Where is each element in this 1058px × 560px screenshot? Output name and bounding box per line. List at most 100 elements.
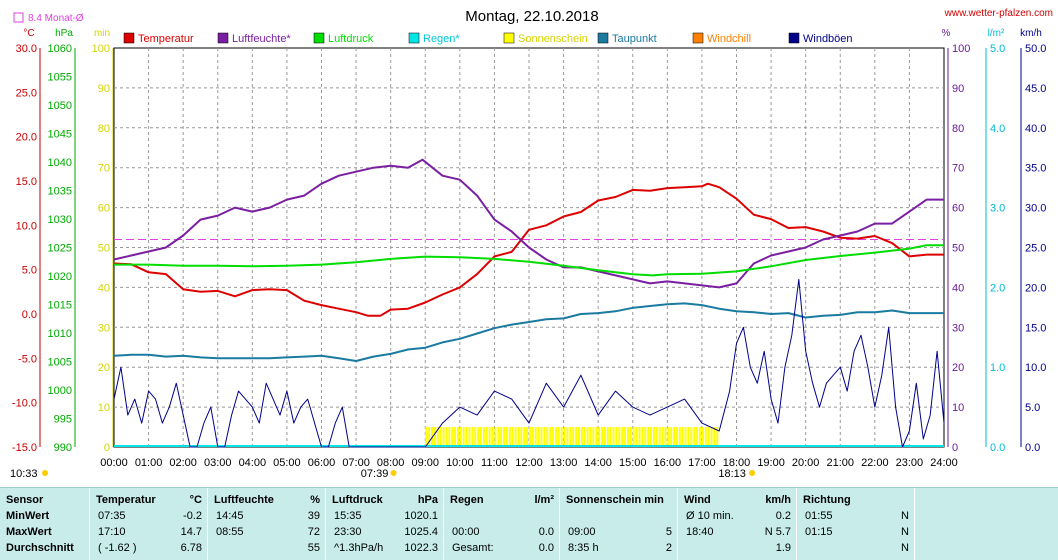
stats-column: Regen l/m² 00:00 Gesamt: 0.0 0.0 bbox=[444, 488, 560, 560]
x-tick-label: 14:00 bbox=[584, 457, 612, 469]
legend-swatch-dewpoint bbox=[597, 32, 609, 44]
stats-time: 09:00 bbox=[568, 526, 596, 538]
y-tick-label-sun: 10 bbox=[98, 402, 110, 414]
y-tick-label-rain: 2.0 bbox=[990, 282, 1005, 294]
sunshine-bar bbox=[713, 427, 716, 447]
y-tick-label-pressure: 1005 bbox=[48, 357, 72, 369]
legend-label-windchill: Windchill bbox=[707, 33, 751, 45]
stats-time: 08:55 bbox=[216, 526, 244, 538]
series-line-temperature bbox=[113, 182, 944, 317]
y-tick-label-wind: 25.0 bbox=[1025, 243, 1046, 255]
x-tick-label: 02:00 bbox=[169, 457, 197, 469]
sunshine-bar bbox=[540, 427, 543, 447]
y-axis-unit-temp: °C bbox=[23, 28, 34, 39]
sunshine-bar bbox=[465, 427, 468, 447]
sunshine-bar bbox=[557, 427, 560, 447]
stats-value: 6.78 bbox=[180, 542, 202, 554]
y-tick-label-humidity: 80 bbox=[952, 123, 964, 135]
sunshine-bar bbox=[508, 427, 511, 447]
y-tick-label-humidity: 10 bbox=[952, 402, 964, 414]
stats-time: 01:15 bbox=[805, 526, 833, 538]
y-tick-label-rain: 3.0 bbox=[990, 203, 1005, 215]
stats-header: Regen bbox=[450, 494, 484, 506]
stats-unit: km/h bbox=[765, 494, 791, 506]
stats-value: 55 bbox=[307, 542, 320, 554]
stats-time: 07:35 bbox=[98, 510, 126, 522]
x-tick-label: 09:00 bbox=[411, 457, 439, 469]
sunshine-bar bbox=[520, 427, 523, 447]
y-tick-label-pressure: 1015 bbox=[48, 300, 72, 312]
stats-header: Luftfeuchte bbox=[214, 494, 274, 506]
y-tick-label-wind: 15.0 bbox=[1025, 322, 1046, 334]
x-tick-label: 20:00 bbox=[792, 457, 820, 469]
sunshine-bar bbox=[612, 427, 615, 447]
legend-label-dewpoint: Taupunkt bbox=[612, 33, 657, 45]
sunshine-bar bbox=[626, 427, 629, 447]
series-line-dewpoint bbox=[113, 302, 944, 362]
sunshine-bar bbox=[439, 427, 442, 447]
legend-swatch-gusts bbox=[788, 32, 800, 44]
stats-time: 23:30 bbox=[334, 526, 362, 538]
sunshine-bar bbox=[491, 427, 494, 447]
x-tick-label: 13:00 bbox=[550, 457, 578, 469]
y-tick-label-humidity: 20 bbox=[952, 362, 964, 374]
sunshine-bar bbox=[624, 427, 627, 447]
stats-time: 14:45 bbox=[216, 510, 244, 522]
sunshine-bar bbox=[629, 427, 632, 447]
statistics-table: Sensor MinWert MaxWert Durchschnitt Temperat… bbox=[0, 487, 1058, 560]
weather-chart: Montag, 22.10.2018 www.wetter-pfalzen.co… bbox=[10, 8, 1053, 480]
y-tick-label-rain: 5.0 bbox=[990, 43, 1005, 55]
y-tick-label-temp: 5.0 bbox=[22, 265, 37, 277]
y-axis-unit-wind: km/h bbox=[1020, 28, 1042, 39]
legend-label-humidity: Luftfeuchte* bbox=[232, 33, 291, 45]
stats-value: 1025.4 bbox=[404, 526, 438, 538]
y-tick-label-wind: 40.0 bbox=[1025, 123, 1046, 135]
stats-column: Sonnenschein min 09:00 8:35 h 5 2 bbox=[560, 488, 678, 560]
stats-header: Luftdruck bbox=[332, 494, 383, 506]
x-tick-label: 10:00 bbox=[446, 457, 474, 469]
stats-header: Richtung bbox=[803, 494, 851, 506]
stats-value: 1022.3 bbox=[404, 542, 438, 554]
sunshine-bar bbox=[577, 427, 580, 447]
y-axis-unit-humidity: % bbox=[942, 28, 951, 39]
y-tick-label-sun: 0 bbox=[104, 442, 110, 454]
y-tick-label-wind: 10.0 bbox=[1025, 362, 1046, 374]
sunshine-bar bbox=[566, 427, 569, 447]
stats-time: 8:35 h bbox=[568, 542, 599, 554]
y-tick-label-humidity: 60 bbox=[952, 203, 964, 215]
x-tick-label: 19:00 bbox=[757, 457, 785, 469]
x-tick-label: 04:00 bbox=[239, 457, 267, 469]
sunshine-bar bbox=[569, 427, 572, 447]
stats-time: Gesamt: bbox=[452, 542, 494, 554]
chart-title: Montag, 22.10.2018 bbox=[465, 8, 598, 25]
x-tick-label: 18:00 bbox=[723, 457, 751, 469]
legend-label-pressure: Luftdruck bbox=[328, 33, 374, 45]
sunshine-bar bbox=[693, 427, 696, 447]
stats-time: 00:00 bbox=[452, 526, 480, 538]
legend-label-gusts: Windböen bbox=[803, 33, 853, 45]
x-tick-label: 17:00 bbox=[688, 457, 716, 469]
stats-value: 72 bbox=[307, 526, 320, 538]
y-tick-label-wind: 35.0 bbox=[1025, 163, 1046, 175]
sunshine-bar bbox=[433, 427, 436, 447]
sunshine-bar bbox=[494, 427, 497, 447]
stats-row-label: MinWert bbox=[6, 510, 50, 522]
sunshine-bar bbox=[482, 427, 485, 447]
stats-row-label: MaxWert bbox=[6, 526, 52, 538]
sunshine-bar bbox=[549, 427, 552, 447]
x-tick-label: 01:00 bbox=[135, 457, 163, 469]
sunshine-bar bbox=[589, 427, 592, 447]
y-tick-label-humidity: 40 bbox=[952, 282, 964, 294]
sunshine-bar bbox=[436, 427, 439, 447]
stats-unit: l/m² bbox=[534, 494, 554, 506]
sunshine-bar bbox=[707, 427, 710, 447]
sunshine-bar bbox=[583, 427, 586, 447]
sunshine-bar bbox=[488, 427, 491, 447]
stats-column: Wind km/h Ø 10 min. 18:40 0.2 N 5.7 1.9 bbox=[678, 488, 797, 560]
x-tick-label: 21:00 bbox=[826, 457, 854, 469]
stats-time: ^1.3hPa/h bbox=[334, 542, 384, 554]
sunshine-bar bbox=[716, 427, 719, 447]
sunshine-bar bbox=[664, 427, 667, 447]
stats-value: 39 bbox=[307, 510, 320, 522]
stats-unit: % bbox=[310, 494, 320, 506]
